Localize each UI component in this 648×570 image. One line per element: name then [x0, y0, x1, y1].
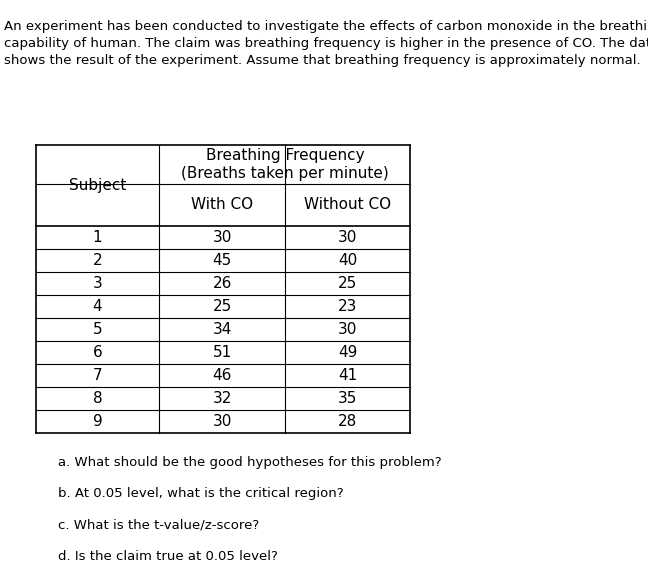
- Text: 1: 1: [93, 230, 102, 245]
- Text: 3: 3: [93, 276, 102, 291]
- Text: 4: 4: [93, 299, 102, 314]
- Text: 6: 6: [93, 345, 102, 360]
- Text: 8: 8: [93, 391, 102, 406]
- Text: c. What is the t-value/z-score?: c. What is the t-value/z-score?: [58, 519, 259, 532]
- Text: 26: 26: [213, 276, 232, 291]
- Text: 23: 23: [338, 299, 358, 314]
- Text: An experiment has been conducted to investigate the effects of carbon monoxide i: An experiment has been conducted to inve…: [5, 20, 648, 67]
- Text: 2: 2: [93, 253, 102, 268]
- Text: Breathing Frequency
(Breaths taken per minute): Breathing Frequency (Breaths taken per m…: [181, 148, 389, 181]
- Text: 5: 5: [93, 322, 102, 337]
- Text: 46: 46: [213, 368, 232, 383]
- Text: With CO: With CO: [191, 197, 253, 213]
- Text: 30: 30: [213, 230, 232, 245]
- Text: 41: 41: [338, 368, 357, 383]
- Text: 7: 7: [93, 368, 102, 383]
- Text: 9: 9: [93, 414, 102, 429]
- Text: 30: 30: [338, 322, 358, 337]
- Text: b. At 0.05 level, what is the critical region?: b. At 0.05 level, what is the critical r…: [58, 487, 343, 500]
- Text: 34: 34: [213, 322, 232, 337]
- Text: 32: 32: [213, 391, 232, 406]
- Text: 25: 25: [338, 276, 357, 291]
- Text: a. What should be the good hypotheses for this problem?: a. What should be the good hypotheses fo…: [58, 456, 442, 469]
- Text: 51: 51: [213, 345, 232, 360]
- Text: 45: 45: [213, 253, 232, 268]
- Text: 30: 30: [338, 230, 358, 245]
- Text: 30: 30: [213, 414, 232, 429]
- Text: Subject: Subject: [69, 178, 126, 193]
- Text: 49: 49: [338, 345, 358, 360]
- Text: 28: 28: [338, 414, 357, 429]
- Text: Without CO: Without CO: [304, 197, 391, 213]
- Text: 40: 40: [338, 253, 357, 268]
- Text: d. Is the claim true at 0.05 level?: d. Is the claim true at 0.05 level?: [58, 550, 278, 563]
- Text: 35: 35: [338, 391, 358, 406]
- Text: 25: 25: [213, 299, 232, 314]
